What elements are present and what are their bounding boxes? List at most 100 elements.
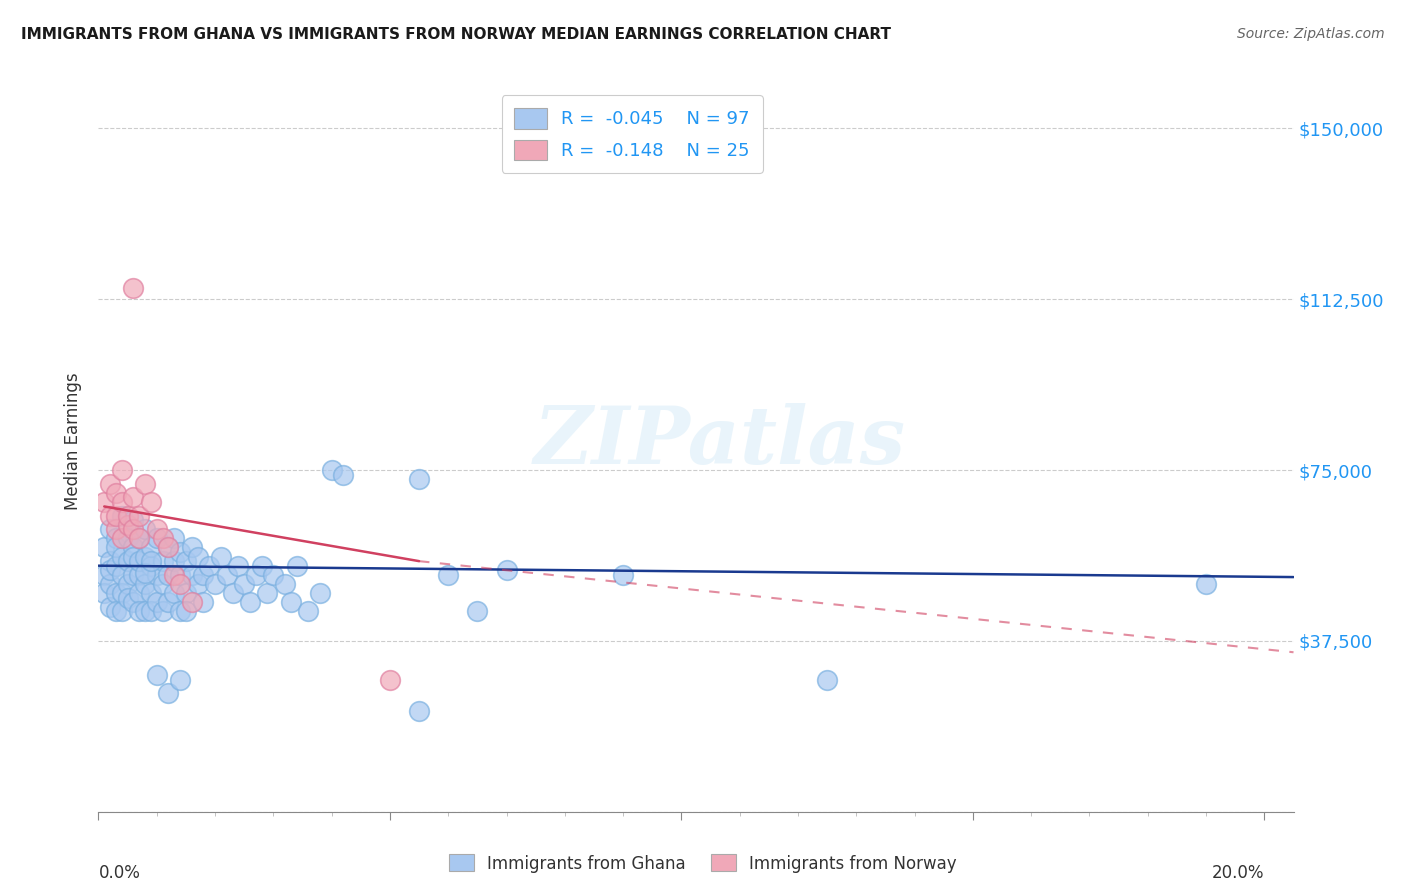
Point [98, 577, 121, 591]
Point [145, 595, 167, 609]
Point [111, 549, 134, 564]
Point [93, 586, 115, 600]
Point [122, 567, 145, 582]
Point [152, 604, 174, 618]
Point [169, 604, 191, 618]
Point [152, 532, 174, 546]
Point [245, 567, 267, 582]
Point [408, 705, 430, 719]
Point [233, 577, 256, 591]
Point [152, 577, 174, 591]
Point [122, 595, 145, 609]
Point [157, 567, 180, 582]
Point [180, 567, 202, 582]
Point [239, 595, 262, 609]
Point [134, 566, 156, 580]
Point [193, 595, 215, 609]
Point [163, 586, 186, 600]
Point [174, 586, 197, 600]
Point [104, 558, 127, 573]
Point [111, 567, 134, 582]
Point [117, 508, 139, 523]
Point [122, 491, 145, 505]
Point [122, 522, 145, 536]
Point [122, 281, 145, 295]
Point [111, 532, 134, 546]
Point [495, 563, 517, 577]
Point [134, 577, 156, 591]
Point [180, 595, 202, 609]
Point [104, 522, 127, 536]
Point [104, 532, 127, 546]
Point [152, 554, 174, 568]
Point [186, 577, 208, 591]
Point [104, 541, 127, 555]
Point [157, 541, 180, 555]
Point [93, 541, 115, 555]
Point [180, 541, 202, 555]
Point [139, 495, 162, 509]
Point [139, 604, 162, 618]
Point [134, 522, 156, 536]
Point [117, 532, 139, 546]
Point [815, 673, 838, 687]
Point [285, 558, 308, 573]
Point [117, 577, 139, 591]
Point [134, 604, 156, 618]
Point [139, 554, 162, 568]
Point [134, 476, 156, 491]
Point [309, 586, 332, 600]
Point [297, 604, 319, 618]
Point [209, 549, 232, 564]
Point [408, 472, 430, 486]
Text: IMMIGRANTS FROM GHANA VS IMMIGRANTS FROM NORWAY MEDIAN EARNINGS CORRELATION CHAR: IMMIGRANTS FROM GHANA VS IMMIGRANTS FROM… [21, 27, 891, 42]
Point [157, 686, 180, 700]
Point [117, 554, 139, 568]
Point [378, 673, 401, 687]
Point [467, 604, 489, 618]
Point [612, 567, 634, 582]
Point [128, 532, 150, 546]
Point [157, 595, 180, 609]
Point [98, 522, 121, 536]
Point [98, 554, 121, 568]
Legend: Immigrants from Ghana, Immigrants from Norway: Immigrants from Ghana, Immigrants from N… [443, 847, 963, 880]
Point [128, 532, 150, 546]
Point [117, 591, 139, 605]
Point [122, 541, 145, 555]
Point [163, 567, 186, 582]
Point [145, 532, 167, 546]
Point [104, 508, 127, 523]
Text: ZIPatlas: ZIPatlas [534, 403, 905, 480]
Point [93, 495, 115, 509]
Point [169, 567, 191, 582]
Point [139, 541, 162, 555]
Point [1195, 577, 1218, 591]
Point [134, 549, 156, 564]
Point [169, 545, 191, 559]
Point [145, 522, 167, 536]
Point [174, 554, 197, 568]
Point [122, 549, 145, 564]
Point [262, 567, 284, 582]
Point [111, 495, 134, 509]
Point [215, 567, 238, 582]
Point [145, 668, 167, 682]
Point [163, 532, 186, 546]
Point [280, 595, 302, 609]
Point [117, 517, 139, 532]
Point [145, 567, 167, 582]
Point [193, 567, 215, 582]
Point [98, 476, 121, 491]
Point [128, 567, 150, 582]
Point [128, 554, 150, 568]
Point [332, 467, 354, 482]
Point [186, 549, 208, 564]
Point [204, 577, 226, 591]
Text: Source: ZipAtlas.com: Source: ZipAtlas.com [1237, 27, 1385, 41]
Point [111, 463, 134, 477]
Point [256, 586, 278, 600]
Point [198, 558, 221, 573]
Point [122, 513, 145, 527]
Point [104, 586, 127, 600]
